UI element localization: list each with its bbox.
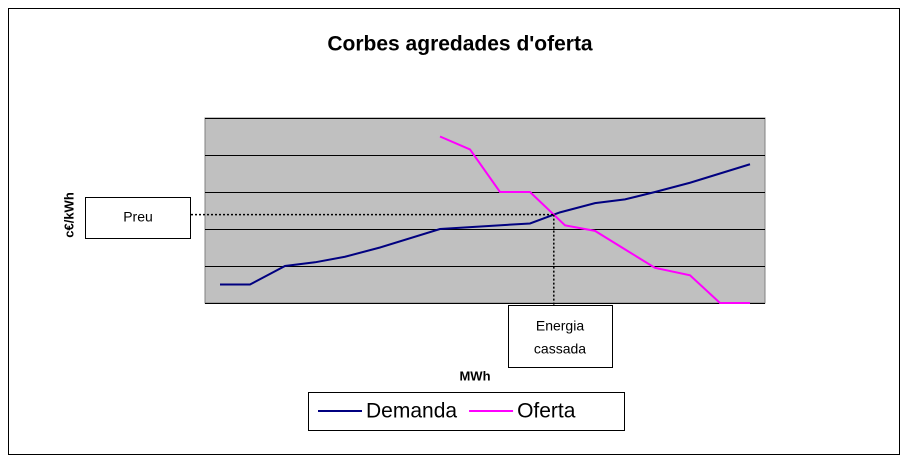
data-line [220,163,751,286]
y-axis-label: c€/kWh [61,192,76,238]
price-label: Preu [123,209,153,225]
chart-title: Corbes agredades d'oferta [327,33,593,56]
legend-label: Oferta [517,400,576,423]
price-box [85,197,191,239]
energy-box [508,305,613,368]
plot-area [204,117,766,304]
energy-label: cassada [534,341,586,357]
x-axis-label: MWh [459,368,490,383]
legend-label: Demanda [366,400,457,423]
data-line [439,135,750,304]
energy-label: Energia [536,318,584,334]
